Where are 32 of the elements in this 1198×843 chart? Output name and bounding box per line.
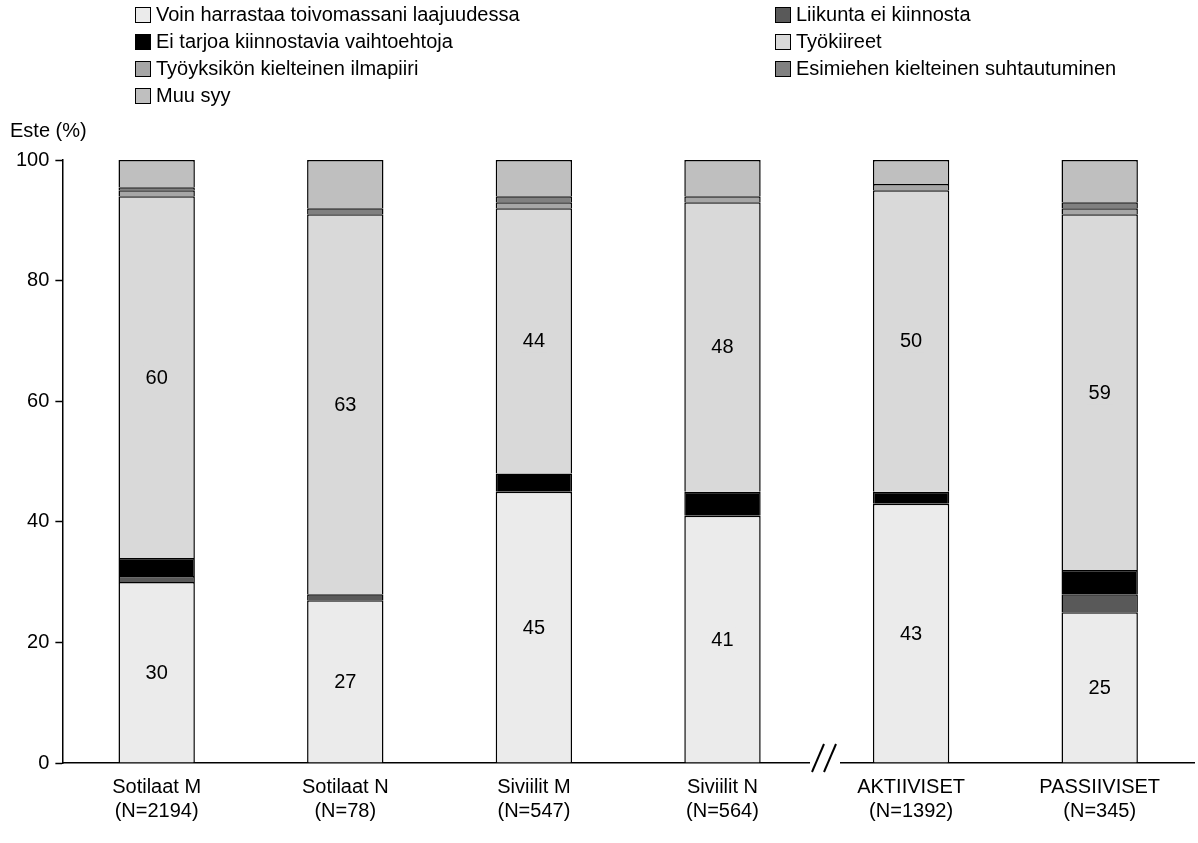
data-label: 63	[334, 392, 357, 415]
x-tick-label: AKTIIVISET (N=1392)	[857, 774, 965, 821]
data-label: 59	[1088, 380, 1111, 403]
data-label: 60	[145, 365, 168, 388]
y-axis-title: Este (%)	[10, 118, 87, 141]
x-tick-label: Siviilit M (N=547)	[497, 774, 571, 821]
y-tick-label: 80	[27, 268, 50, 291]
legend-label: Voin harrastaa toivomassani laajuudessa	[156, 2, 520, 27]
y-tick-label: 60	[27, 388, 50, 411]
data-label: 30	[145, 660, 168, 683]
x-tick-label: PASSIIVISET (N=345)	[1039, 774, 1161, 821]
data-label: 45	[522, 615, 546, 638]
data-label: 43	[899, 621, 923, 644]
x-tick-label: Sotilaat M (N=2194)	[112, 774, 202, 821]
legend-label: Työkiireet	[796, 29, 882, 54]
data-label: 48	[711, 335, 734, 358]
data-label: 44	[522, 329, 546, 352]
data-label: 27	[334, 669, 357, 692]
legend-label: Ei tarjoa kiinnostavia vaihtoehtoja	[156, 29, 453, 54]
data-label: 50	[899, 329, 923, 352]
x-tick-label: Siviilit N (N=564)	[686, 774, 759, 821]
y-tick-label: 100	[15, 147, 50, 170]
data-label: 41	[711, 627, 734, 650]
y-tick-label: 20	[27, 629, 50, 652]
legend-label: Muu syy	[156, 83, 231, 108]
y-tick-label: 0	[38, 750, 50, 773]
data-label: 25	[1088, 675, 1111, 698]
legend-label: Esimiehen kielteinen suhtautuminen	[796, 56, 1117, 81]
y-tick-label: 40	[27, 509, 50, 532]
x-tick-label: Sotilaat N (N=78)	[301, 774, 389, 821]
legend-label: Liikunta ei kiinnosta	[796, 2, 971, 27]
legend-label: Työyksikön kielteinen ilmapiiri	[156, 56, 419, 81]
